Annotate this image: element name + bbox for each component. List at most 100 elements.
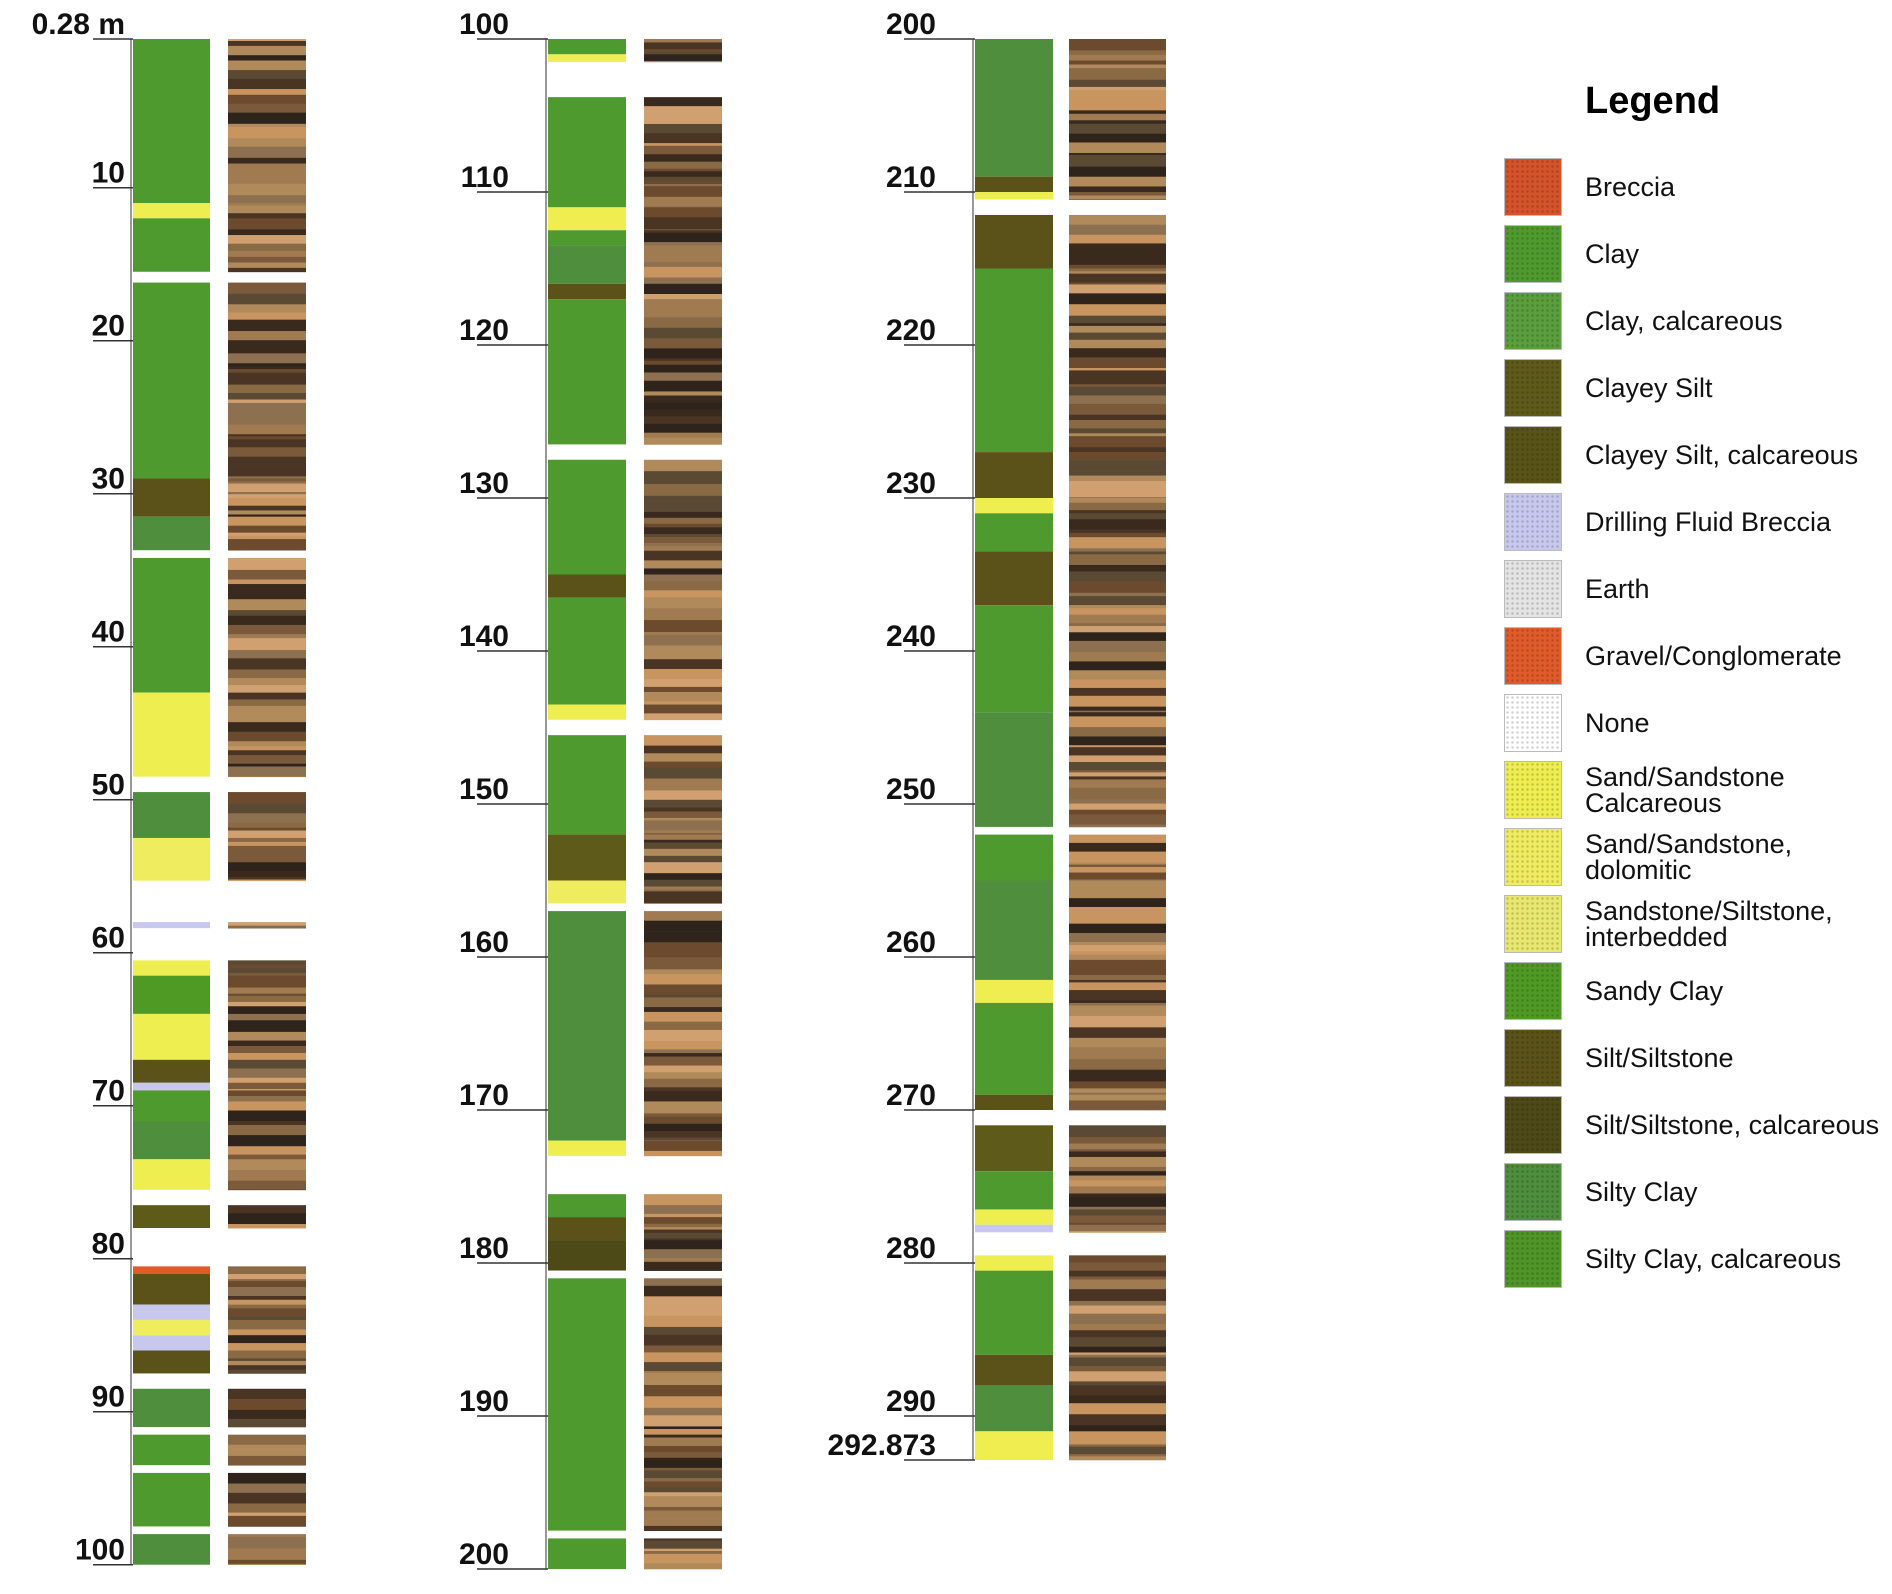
lithology-interval [133,550,210,558]
core-photo-stripe [1069,339,1166,349]
lithology-interval [975,826,1053,835]
lithology-interval [133,776,210,793]
core-photo-stripe [1069,1414,1166,1426]
core-photo-stripe [644,1285,722,1297]
core-photo-stripe [228,525,306,533]
core-photo-stripe [644,277,722,285]
core-photo-stripe [1069,879,1166,881]
y-tick-label: 10 [92,157,125,190]
core-photo-stripe [644,207,722,218]
core-photo-stripe [228,1146,306,1155]
core-photo-stripe [644,1551,722,1555]
core-photo-stripe [228,722,306,733]
core-photo-stripe [228,1434,306,1446]
core-photo-stripe [1069,747,1166,754]
legend-swatch [1504,224,1562,283]
core-photo-stripe [644,811,722,819]
lithology-interval [133,975,210,1014]
core-photo-stripe [644,1217,722,1225]
core-photo-stripe [228,331,306,341]
core-photo-stripe [1069,1224,1166,1232]
core-photo-stripe [228,1180,306,1190]
core-photo-stripe [228,610,306,616]
core-photo-stripe [644,1407,722,1416]
core-photo-stripe [1069,1456,1166,1461]
core-photo-stripe [228,103,306,113]
core-photo-stripe [1069,716,1166,728]
core-photo-stripe [228,250,306,258]
core-photo-stripe [644,171,722,178]
core-photo-stripe [644,701,722,705]
core-photo-stripe [1069,753,1166,756]
core-photo-stripe [644,691,722,702]
legend-item: Silt/Siltstone [1504,1024,1892,1091]
core-photo-stripe [228,516,306,526]
core-photo-stripe [644,1278,722,1287]
core-photo-stripe [644,232,722,243]
core-photo-stripe [1069,1289,1166,1302]
legend-swatch [1504,358,1562,417]
core-photo-stripe [1069,1366,1166,1372]
core-photo-stripe [644,511,722,519]
core-photo-stripe [228,399,306,404]
core-photo-stripe [1069,755,1166,763]
core-photo-stripe [1069,382,1166,385]
lithology-interval [975,214,1053,269]
core-photo-stripe [644,1213,722,1218]
core-photo-stripe [644,348,722,359]
core-photo-stripe [1069,1193,1166,1198]
core-photo-stripe [228,746,306,751]
core-photo-stripe [1069,452,1166,461]
legend-label: None [1585,707,1650,738]
core-photo-stripe [644,1232,722,1239]
core-photo-stripe [228,1455,306,1466]
core-photo-stripe [228,1299,306,1305]
core-photo-stripe [644,686,722,693]
legend-label: Clayey Silt [1585,372,1713,403]
core-photo-stripe [644,879,722,881]
core-photo-stripe [228,1169,306,1182]
core-photo-stripe [644,523,722,528]
core-photo-stripe [644,1123,722,1132]
core-photo-stripe [644,1056,722,1066]
core-photo-stripe [228,669,306,679]
core-photo-stripe [228,1205,306,1214]
core-photo-stripe [228,975,306,988]
legend-label: Drilling Fluid Breccia [1585,506,1832,537]
core-photo-stripe [644,391,722,396]
core-photo-stripe [1069,1088,1166,1094]
core-photo-stripe [228,624,306,635]
core-photo-stripe [644,942,722,955]
core-photo-stripe [644,833,722,835]
core-photo-stripe [228,1316,306,1321]
lithology-interval [133,960,210,976]
core-photo-stripe [644,574,722,582]
core-photo-stripe [644,133,722,144]
core-photo-stripe [1069,979,1166,983]
core-photo-stripe [228,1089,306,1091]
core-photo-stripe [228,1409,306,1420]
core-photo-stripe [228,514,306,517]
y-tick-label: 230 [886,467,936,500]
core-photo-stripe [1069,1431,1166,1435]
core-photo-stripe [228,1266,306,1275]
core-photo-stripe [644,1548,722,1552]
core-photo-stripe [644,1538,722,1541]
core-photo-stripe [1069,182,1166,185]
core-photo-stripe [644,608,722,621]
core-photo-stripe [228,987,306,995]
core-photo-stripe [1069,1262,1166,1270]
core-photo-stripe [1069,898,1166,908]
lithology-interval [133,1427,210,1435]
lithology-interval [133,557,210,693]
core-photo-stripe [1069,487,1166,498]
core-photo-stripe [228,41,306,47]
lithology-interval [133,39,210,204]
core-photo-stripe [644,1137,722,1141]
core-photo-stripe [644,495,722,502]
core-photo-stripe [228,282,306,294]
core-photo-stripe [644,1315,722,1328]
core-photo-stripe [1069,1171,1166,1176]
core-photo-stripe [228,763,306,767]
core-photo-stripe [644,517,722,525]
